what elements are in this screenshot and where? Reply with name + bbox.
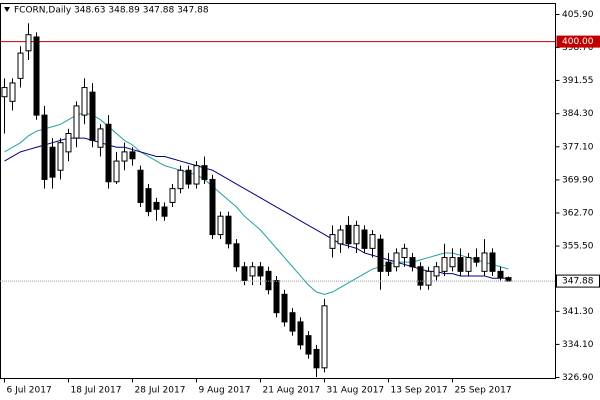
candle-body	[89, 91, 96, 141]
candle-body	[209, 178, 216, 236]
candle-body	[129, 151, 136, 160]
candle-body	[33, 36, 40, 116]
x-tick-label: 21 Aug 2017	[263, 386, 321, 396]
candle-body	[329, 234, 336, 249]
candle-body	[289, 312, 296, 332]
candle-body	[25, 34, 32, 52]
y-tick-label: 369.90	[562, 175, 594, 185]
x-tick-label: 9 Aug 2017	[199, 386, 251, 396]
candle-body	[281, 293, 288, 323]
candle-body	[41, 114, 48, 180]
price-label: 347.88	[562, 277, 594, 287]
y-tick-label: 384.30	[562, 109, 594, 119]
level-label: 400.00	[562, 37, 594, 47]
candle-body	[265, 270, 272, 291]
candle-body	[121, 151, 128, 162]
candle-body	[369, 234, 376, 249]
candle-body	[257, 266, 264, 277]
y-tick-label: 398.70	[562, 43, 594, 53]
y-tick-label: 405.90	[562, 10, 594, 20]
candle-body	[161, 206, 168, 217]
moving-average-line	[4, 137, 509, 279]
candle-body	[241, 266, 248, 282]
y-tick-label: 326.90	[562, 373, 594, 383]
level-label-bg	[556, 35, 600, 48]
candle-body	[225, 215, 232, 245]
candle-body	[441, 257, 448, 272]
candle-body	[353, 224, 360, 245]
candle-body	[425, 270, 432, 286]
plot-frame	[0, 3, 556, 379]
menu-arrow-icon	[4, 7, 10, 12]
candle-body	[233, 243, 240, 268]
candle-body	[457, 257, 464, 272]
candle-body	[473, 257, 480, 263]
candle-body	[153, 201, 160, 210]
candle-body	[97, 128, 104, 148]
moving-average-line	[4, 112, 509, 295]
candle-body	[17, 52, 24, 79]
candle-body	[9, 82, 16, 102]
candle-body	[185, 169, 192, 185]
candle-body	[81, 87, 88, 116]
candle-body	[497, 270, 504, 279]
candle-body	[177, 169, 184, 190]
candle-body	[201, 165, 208, 180]
candle-body	[377, 238, 384, 272]
candle-body	[57, 142, 64, 171]
candle-body	[489, 252, 496, 272]
x-tick-label: 13 Sep 2017	[391, 386, 448, 396]
y-tick-label: 362.70	[562, 208, 594, 218]
candle-body	[321, 305, 328, 369]
candle-body	[169, 188, 176, 203]
candle-body	[385, 261, 392, 272]
candle-body	[305, 335, 312, 355]
candle-body	[49, 146, 56, 178]
x-tick-label: 31 Aug 2017	[327, 386, 385, 396]
candle-body	[313, 348, 320, 369]
x-tick-label: 6 Jul 2017	[7, 386, 52, 396]
candle-body	[449, 257, 456, 268]
candle-body	[105, 123, 112, 183]
candle-body	[505, 277, 512, 282]
candle-body	[409, 257, 416, 268]
candle-body	[1, 87, 8, 98]
candle-body	[361, 229, 368, 249]
x-tick-label: 28 Jul 2017	[135, 386, 186, 396]
candle-body	[345, 224, 352, 245]
candle-body	[401, 247, 408, 259]
candle-body	[73, 105, 80, 139]
x-tick-label: 18 Jul 2017	[71, 386, 122, 396]
chart-title: FCORN,Daily 348.63 348.89 347.88 347.88	[14, 6, 209, 16]
y-tick-label: 391.55	[562, 76, 594, 86]
y-tick-label: 377.10	[562, 142, 594, 152]
candle-body	[393, 252, 400, 268]
y-tick-label: 341.30	[562, 307, 594, 317]
y-tick-label: 355.50	[562, 242, 594, 252]
candle-body	[465, 257, 472, 272]
candle-body	[193, 165, 200, 185]
candle-body	[433, 266, 440, 277]
y-tick-label: 334.10	[562, 340, 594, 350]
x-tick-label: 25 Sep 2017	[455, 386, 512, 396]
candle-body	[273, 280, 280, 314]
candle-body	[217, 215, 224, 236]
candle-body	[417, 266, 424, 286]
candle-body	[113, 160, 120, 183]
candle-body	[137, 169, 144, 203]
candle-body	[481, 252, 488, 272]
candle-body	[65, 132, 72, 153]
candle-body	[337, 229, 344, 245]
candle-body	[145, 188, 152, 213]
candle-body	[249, 266, 256, 277]
candle-body	[297, 321, 304, 346]
